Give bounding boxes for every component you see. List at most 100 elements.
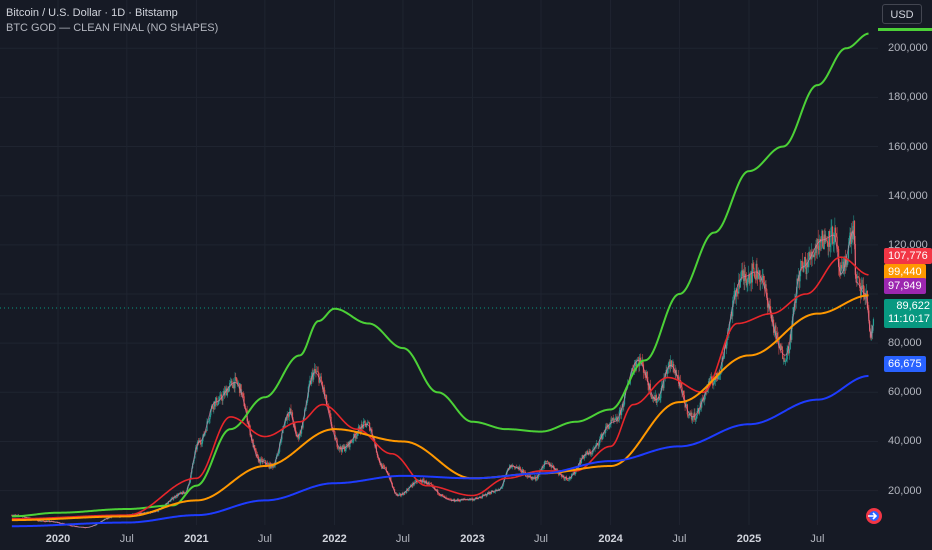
candle-body <box>241 392 244 394</box>
candle-body <box>368 422 370 423</box>
candle-body <box>384 466 386 468</box>
purple-ma-value: 97,949 <box>888 280 922 292</box>
candle-body <box>597 443 599 446</box>
currency-button[interactable]: USD <box>882 4 922 24</box>
candle-body <box>425 480 427 483</box>
green-series-line <box>11 32 869 518</box>
candle-body <box>791 325 793 340</box>
orange-series-line <box>11 294 869 522</box>
candle-body <box>600 434 602 438</box>
candle-body <box>209 415 211 420</box>
candle-body <box>361 424 363 426</box>
candle-body <box>287 414 289 417</box>
candle-body <box>253 445 255 448</box>
candle-body <box>267 463 269 464</box>
candle-body <box>441 494 443 496</box>
candle-body <box>213 401 216 407</box>
candle-body <box>772 319 774 323</box>
candle-body <box>872 319 875 326</box>
candle-body <box>603 432 605 434</box>
candle-body <box>398 493 400 495</box>
candle-body <box>330 416 332 425</box>
candle-body <box>829 244 831 247</box>
candle-body <box>220 394 222 400</box>
candle-body <box>813 254 815 258</box>
candle-body <box>323 387 325 395</box>
candle-body <box>740 272 742 282</box>
candle-body <box>454 501 456 503</box>
candle-body <box>369 429 372 431</box>
candle-body <box>430 483 432 485</box>
candle-body <box>713 380 716 383</box>
candle-body <box>725 344 727 349</box>
candle-body <box>418 480 421 481</box>
candle-body <box>396 494 398 495</box>
price-axis-label: 160,000 <box>888 140 928 153</box>
candle-body <box>735 288 738 297</box>
candle-body <box>624 390 626 396</box>
candle-body <box>577 467 579 469</box>
candle-body <box>756 263 758 278</box>
candle-body <box>313 371 315 380</box>
time-axis-label: Jul <box>257 533 272 545</box>
candle-body <box>433 486 435 488</box>
candle-body <box>248 424 250 426</box>
candle-body <box>834 227 836 242</box>
candle-body <box>343 446 345 449</box>
time-axis-label: 2023 <box>460 533 485 545</box>
candle-body <box>571 473 573 475</box>
candle-body <box>342 445 344 449</box>
candle-body <box>453 499 455 501</box>
blue-ma-badge: 66,675 <box>884 356 926 372</box>
candle-body <box>749 277 751 284</box>
candle-body <box>278 451 280 453</box>
candle-body <box>866 290 868 298</box>
candle-body <box>245 409 247 410</box>
candle-body <box>328 410 331 414</box>
candle-body <box>824 234 826 242</box>
candle-body <box>800 260 802 272</box>
candle-body <box>856 276 858 279</box>
candle-body <box>170 499 172 502</box>
candle-body <box>254 448 257 451</box>
candle-body <box>375 444 378 453</box>
candle-body <box>341 449 343 452</box>
time-axis-label: 2025 <box>736 533 762 545</box>
candle-body <box>819 238 821 250</box>
candle-body <box>226 388 228 396</box>
candle-body <box>365 423 367 427</box>
candle-body <box>639 357 642 364</box>
candle-body <box>212 407 214 409</box>
symbol-title[interactable]: Bitcoin / U.S. Dollar · 1D · Bitstamp <box>6 7 178 19</box>
candle-body <box>297 434 299 437</box>
candle-body <box>351 440 353 443</box>
candle-body <box>437 493 440 495</box>
candle-body <box>419 480 421 481</box>
candle-body <box>809 252 811 257</box>
candle-body <box>732 300 735 301</box>
candle-body <box>40 521 42 522</box>
candle-body <box>286 414 288 421</box>
candle-body <box>459 500 462 502</box>
time-axis-label: 2024 <box>598 533 623 545</box>
indicator-title[interactable]: BTC GOD — CLEAN FINAL (NO SHAPES) <box>6 22 219 34</box>
candle-body <box>240 384 242 395</box>
candle-body <box>300 431 302 434</box>
jump-to-realtime-icon[interactable] <box>864 506 884 526</box>
candle-body <box>414 480 416 484</box>
chart-legend: Bitcoin / U.S. Dollar · 1D · Bitstamp BT… <box>6 6 218 36</box>
red-ma-value: 107,776 <box>888 250 928 262</box>
candle-body <box>264 460 266 464</box>
candle-body <box>266 462 269 464</box>
candle-body <box>189 478 191 483</box>
candle-body <box>764 284 766 289</box>
candle-body <box>616 417 618 421</box>
candle-body <box>311 372 313 376</box>
candle-body <box>635 362 637 367</box>
candle-body <box>184 492 186 494</box>
candle-body <box>799 271 801 282</box>
candle-body <box>564 478 566 480</box>
candle-body <box>201 438 204 444</box>
candle-body <box>230 380 232 382</box>
